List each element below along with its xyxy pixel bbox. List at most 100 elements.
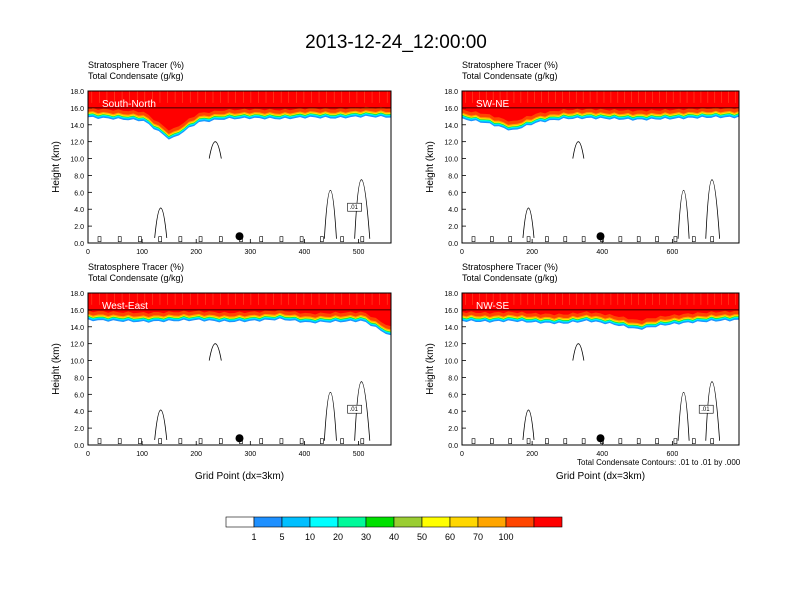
panel-title-line2: Total Condensate (g/kg) <box>88 71 184 81</box>
colorbar-swatch <box>393 516 423 528</box>
colorbar-swatch <box>309 516 339 528</box>
surface-contour <box>97 236 102 242</box>
x-tick-label: 500 <box>353 451 365 458</box>
surface-contour <box>158 236 162 242</box>
panel-label: South-North <box>102 99 156 110</box>
panel-title-line1: Stratosphere Tracer (%) <box>462 262 558 272</box>
surface-contour <box>673 236 678 242</box>
plot-frame <box>461 90 740 244</box>
surface-contour <box>508 438 513 444</box>
surface-contour <box>508 236 513 242</box>
y-axis-label: Height (km) <box>51 343 62 395</box>
surface-contour <box>581 438 586 444</box>
colorbar-label: 100 <box>498 532 513 542</box>
y-tick-label: 4.0 <box>448 409 458 416</box>
y-axis-label: Height (km) <box>51 141 62 193</box>
surface-contour <box>691 236 696 242</box>
y-tick-label: 14.0 <box>444 325 458 332</box>
contour-label: .01 <box>350 205 359 211</box>
x-tick-label: 100 <box>136 451 148 458</box>
y-tick-label: 4.0 <box>74 207 84 214</box>
surface-contour <box>198 438 203 444</box>
panel-label: SW-NE <box>476 99 509 110</box>
surface-contour <box>563 236 568 242</box>
panel-title-line2: Total Condensate (g/kg) <box>462 273 558 283</box>
station-marker <box>596 232 605 241</box>
surface-contour <box>471 236 476 242</box>
station-marker <box>235 232 244 241</box>
plot-frame <box>87 90 392 244</box>
y-tick-label: 2.0 <box>74 426 84 433</box>
y-tick-label: 0.0 <box>74 241 84 248</box>
surface-contour <box>340 438 344 444</box>
tracer-field <box>88 91 391 242</box>
panel-title-line2: Total Condensate (g/kg) <box>88 273 184 283</box>
x-axis-label: Grid Point (dx=3km) <box>195 471 284 482</box>
y-axis-label: Height (km) <box>425 343 436 395</box>
surface-contour <box>138 438 142 444</box>
y-tick-label: 2.0 <box>74 224 84 231</box>
y-tick-label: 6.0 <box>448 392 458 399</box>
colorbar-swatch <box>533 516 563 528</box>
y-tick-label: 0.0 <box>448 443 458 450</box>
surface-contour <box>299 438 304 444</box>
surface-contour <box>218 236 223 242</box>
surface-contour <box>673 438 678 444</box>
contour-label: .01 <box>350 407 359 413</box>
condensate-contour <box>677 189 690 239</box>
y-tick-label: 18.0 <box>70 89 84 96</box>
y-tick-label: 12.0 <box>70 140 84 147</box>
surface-contour <box>117 438 122 444</box>
x-tick-label: 200 <box>190 249 202 256</box>
condensate-contour <box>705 381 721 441</box>
surface-contour <box>636 438 641 444</box>
condensate-contour <box>323 391 337 441</box>
surface-contour <box>218 438 223 444</box>
surface-contour <box>138 236 142 242</box>
condensate-contour <box>572 343 585 361</box>
y-tick-label: 8.0 <box>448 173 458 180</box>
station-marker <box>235 434 244 443</box>
contour-label-box <box>347 202 362 212</box>
y-tick-label: 18.0 <box>70 291 84 298</box>
colorbar-label: 60 <box>445 532 455 542</box>
station-marker <box>596 434 605 443</box>
surface-contour <box>279 236 284 242</box>
colorbar-swatch <box>225 516 255 528</box>
x-tick-label: 100 <box>136 249 148 256</box>
condensate-contour <box>354 381 371 441</box>
y-tick-label: 10.0 <box>70 157 84 164</box>
y-tick-label: 10.0 <box>444 157 458 164</box>
figure-title: 2013-12-24_12:00:00 <box>305 32 487 53</box>
panel-label: NW-SE <box>476 301 509 312</box>
surface-contour <box>299 236 304 242</box>
surface-contour <box>97 438 102 444</box>
surface-contour <box>320 438 324 444</box>
y-tick-label: 8.0 <box>74 375 84 382</box>
plot-frame <box>461 292 740 446</box>
surface-contour <box>526 438 531 444</box>
x-tick-label: 200 <box>526 451 538 458</box>
condensate-contour <box>705 179 721 239</box>
condensate-contour <box>154 207 168 238</box>
y-tick-label: 6.0 <box>74 392 84 399</box>
x-tick-label: 400 <box>299 451 311 458</box>
x-tick-label: 300 <box>244 451 256 458</box>
surface-contour <box>279 438 284 444</box>
y-tick-label: 18.0 <box>444 291 458 298</box>
surface-contour <box>259 438 264 444</box>
y-tick-label: 4.0 <box>74 409 84 416</box>
y-tick-label: 12.0 <box>70 342 84 349</box>
tracer-band <box>88 91 391 131</box>
condensate-contour <box>522 409 535 440</box>
colorbar-label: 5 <box>279 532 284 542</box>
x-tick-label: 300 <box>244 249 256 256</box>
colorbar-label: 20 <box>333 532 343 542</box>
surface-contour <box>320 236 324 242</box>
tracer-field <box>88 293 391 444</box>
condensate-contour <box>208 343 222 361</box>
surface-contour <box>710 236 714 242</box>
contour-footnote: Total Condensate Contours: .01 to .01 by… <box>577 458 741 467</box>
